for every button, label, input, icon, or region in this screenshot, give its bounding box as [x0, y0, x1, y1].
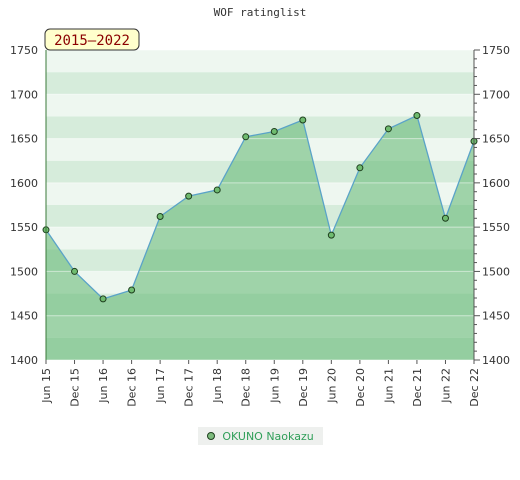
y-tick-label-left: 1450: [10, 310, 38, 323]
axes: 1400 1400 1450 1450 1500 1500 1550 1550 1600 1600…: [10, 44, 510, 407]
data-point: [384, 125, 392, 133]
background-band: [46, 94, 474, 117]
x-tick-label: Dec 21: [411, 368, 424, 407]
y-tick-label-left: 1500: [10, 265, 38, 278]
y-tick-label-left: 1700: [10, 88, 38, 101]
data-point: [213, 186, 221, 194]
data-point: [299, 116, 307, 124]
x-tick-label: Dec 22: [468, 368, 481, 407]
series-line-layer: [45, 114, 475, 300]
y-tick-label-right: 1750: [482, 44, 510, 57]
data-point: [99, 295, 107, 303]
background-band: [46, 72, 474, 95]
y-tick-label-right: 1650: [482, 133, 510, 146]
series-area: [46, 115, 474, 361]
x-tick-label: Jun 16: [97, 368, 110, 404]
data-point: [270, 127, 278, 135]
period-badge-group: 2015–2022: [44, 28, 140, 51]
chart-title: WOF ratinglist: [213, 6, 307, 19]
data-point: [327, 231, 335, 239]
y-tick-label-right: 1500: [482, 265, 510, 278]
data-point: [441, 214, 449, 222]
data-point: [128, 286, 136, 294]
data-point: [413, 112, 421, 120]
y-tick-label-right: 1600: [482, 177, 510, 190]
data-point: [356, 164, 364, 172]
x-tick-label: Jun 19: [268, 368, 281, 404]
period-badge: [44, 28, 140, 51]
data-point: [242, 133, 250, 141]
data-point: [71, 267, 79, 275]
legend-marker-icon: [207, 432, 216, 440]
x-tick-label: Jun 18: [211, 368, 224, 404]
y-tick-label-left: 1650: [10, 133, 38, 146]
y-tick-label-right: 1400: [482, 354, 510, 367]
y-tick-label-right: 1450: [482, 310, 510, 323]
x-tick-label: Dec 16: [126, 368, 139, 407]
x-tick-label: Dec 17: [183, 368, 196, 407]
x-tick-label: Jun 20: [325, 368, 338, 404]
background-band: [46, 116, 474, 139]
x-tick-label: Dec 18: [240, 368, 253, 407]
area-layer: [46, 115, 474, 361]
data-point: [185, 192, 193, 200]
y-tick-label-left: 1550: [10, 221, 38, 234]
series-line: [45, 114, 475, 300]
y-tick-label-left: 1400: [10, 354, 38, 367]
x-tick-label: Dec 20: [354, 368, 367, 407]
x-tick-label: Jun 15: [40, 368, 53, 404]
x-tick-label: Jun 17: [154, 368, 167, 404]
background-band: [46, 50, 474, 73]
y-tick-label-right: 1550: [482, 221, 510, 234]
period-badge-text: 2015–2022: [54, 33, 130, 49]
y-tick-label-right: 1700: [482, 88, 510, 101]
x-tick-label: Jun 22: [439, 368, 452, 404]
legend-label: OKUNO Naokazu: [222, 429, 314, 443]
x-tick-label: Jun 21: [382, 368, 395, 404]
x-tick-label: Dec 19: [297, 368, 310, 407]
data-point: [156, 213, 164, 221]
legend: OKUNO Naokazu: [198, 427, 323, 445]
y-tick-label-left: 1600: [10, 177, 38, 190]
x-tick-label: Dec 15: [69, 368, 82, 407]
y-tick-label-left: 1750: [10, 44, 38, 57]
